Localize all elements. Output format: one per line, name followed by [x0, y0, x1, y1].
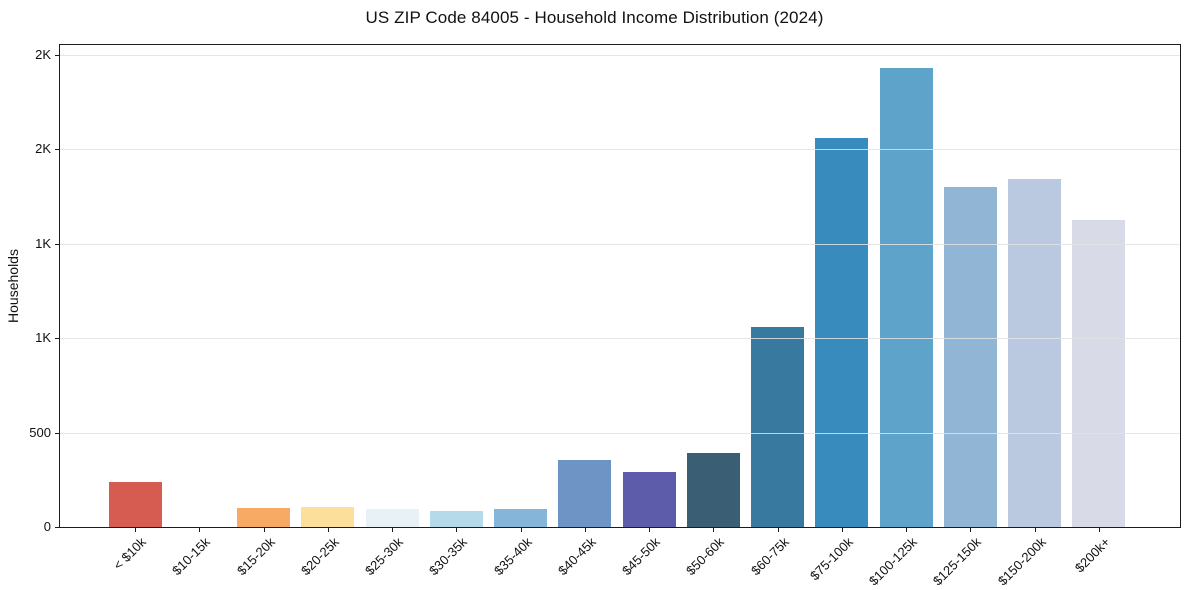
gridline — [60, 432, 1180, 434]
x-tick-mark — [263, 528, 265, 532]
bar-15-20k — [237, 508, 290, 527]
x-tick-mark — [1034, 528, 1036, 532]
y-tick-label: 1K — [35, 330, 51, 345]
x-tick-mark — [841, 528, 843, 532]
y-tick-label: 2K — [35, 46, 51, 62]
x-tick-mark — [713, 528, 715, 532]
bar-20-25k — [301, 507, 355, 527]
x-tick-mark — [392, 528, 393, 532]
y-tick-label: 2K — [35, 141, 51, 156]
x-tick-mark — [970, 528, 972, 532]
x-tick-label: < $10k — [110, 534, 149, 573]
y-tick-mark — [55, 149, 59, 150]
y-tick-mark — [55, 338, 59, 339]
x-tick-mark — [327, 528, 329, 532]
bar-100-125k — [879, 68, 933, 527]
bar-40-45k — [558, 460, 612, 527]
bar-30-35k — [429, 511, 483, 527]
bar-50-60k — [686, 453, 740, 527]
chart-title: US ZIP Code 84005 - Household Income Dis… — [365, 8, 824, 27]
y-tick-mark — [55, 243, 59, 245]
bar-200k — [1072, 220, 1126, 527]
y-tick-label: 1K — [35, 235, 51, 251]
y-tick-mark — [55, 432, 59, 434]
bar-75-100k — [815, 138, 869, 527]
y-tick-label: 0 — [43, 519, 51, 534]
x-tick-mark — [456, 528, 458, 532]
bar-45-50k — [622, 472, 676, 527]
gridline — [60, 338, 1180, 339]
bar-25-30k — [365, 509, 419, 527]
bar-35-40k — [494, 509, 547, 527]
x-tick-mark — [777, 528, 779, 532]
plot-area — [59, 44, 1181, 528]
gridline — [60, 54, 1180, 56]
gridline — [60, 149, 1180, 150]
x-tick-mark — [649, 528, 650, 532]
y-tick-mark — [55, 54, 59, 56]
bar-150-200k — [1008, 179, 1061, 527]
x-tick-mark — [135, 528, 136, 532]
bar-125-150k — [943, 187, 997, 527]
bar-10k — [108, 482, 162, 527]
x-tick-mark — [199, 528, 201, 532]
y-tick-mark — [55, 527, 59, 528]
x-tick-mark — [906, 528, 907, 532]
y-tick-label: 500 — [29, 424, 51, 440]
x-tick-mark — [520, 528, 522, 532]
gridline — [60, 243, 1180, 245]
x-tick-mark — [584, 528, 586, 532]
x-tick-mark — [1098, 528, 1100, 532]
bar-60-75k — [751, 327, 804, 527]
y-axis-label: Households — [5, 249, 21, 323]
